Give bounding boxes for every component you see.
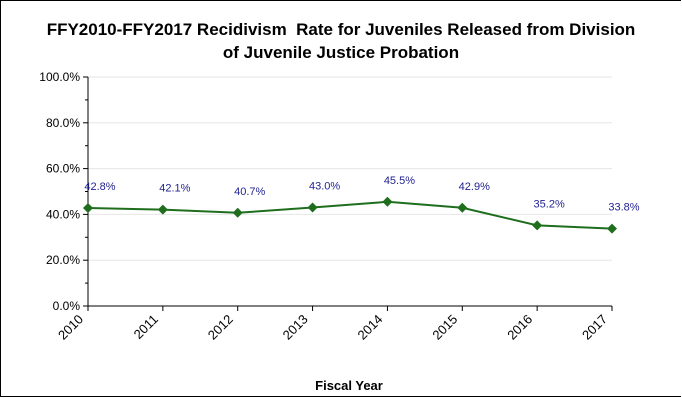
x-axis-title: Fiscal Year (315, 378, 383, 393)
x-tick-label: 2017 (579, 312, 610, 343)
x-tick-label: 2013 (280, 312, 311, 343)
data-label: 43.0% (309, 181, 340, 193)
data-point-marker (157, 204, 168, 215)
chart-title: FFY2010-FFY2017 Recidivism Rate for Juve… (0, 18, 682, 64)
x-tick-label: 2015 (429, 312, 460, 343)
data-label: 42.9% (459, 181, 490, 193)
data-label: 35.2% (534, 198, 565, 210)
data-labels: 42.8% 42.1% 40.7% 43.0% 45.5% 42.9% 35.2% 33.8% (84, 175, 639, 214)
x-tick-label: 2011 (131, 312, 161, 342)
data-point-marker (83, 202, 93, 213)
data-point-marker (232, 207, 243, 218)
data-point-marker (382, 196, 393, 207)
y-tick-label: 80.0% (46, 116, 80, 130)
x-tick-label: 2012 (205, 312, 236, 343)
data-point-marker (457, 202, 468, 213)
data-label: 40.7% (234, 186, 265, 198)
chart-title-line-2: of Juvenile Justice Probation (222, 43, 460, 62)
y-tick-label: 60.0% (46, 162, 80, 176)
gridlines (88, 76, 612, 261)
data-label: 45.5% (384, 175, 415, 187)
chart-title-line-1: FFY2010-FFY2017 Recidivism Rate for Juve… (46, 20, 636, 39)
x-tick-label: 2010 (55, 312, 86, 343)
series-recidivism-rate (83, 196, 617, 234)
data-point-marker (532, 220, 543, 231)
series-line (87, 200, 613, 230)
y-tick-label: 100.0% (39, 70, 80, 84)
x-tick-label: 2014 (354, 312, 385, 343)
y-tick-label: 40.0% (46, 207, 80, 221)
y-tick-label: 20.0% (46, 253, 80, 267)
data-label: 42.8% (84, 181, 115, 193)
data-point-marker (307, 202, 318, 213)
data-label: 42.1% (159, 183, 190, 195)
data-label: 33.8% (608, 202, 639, 214)
y-tick-label: 0.0% (53, 299, 81, 313)
x-tick-label: 2016 (504, 312, 535, 343)
data-point-marker (607, 223, 617, 234)
